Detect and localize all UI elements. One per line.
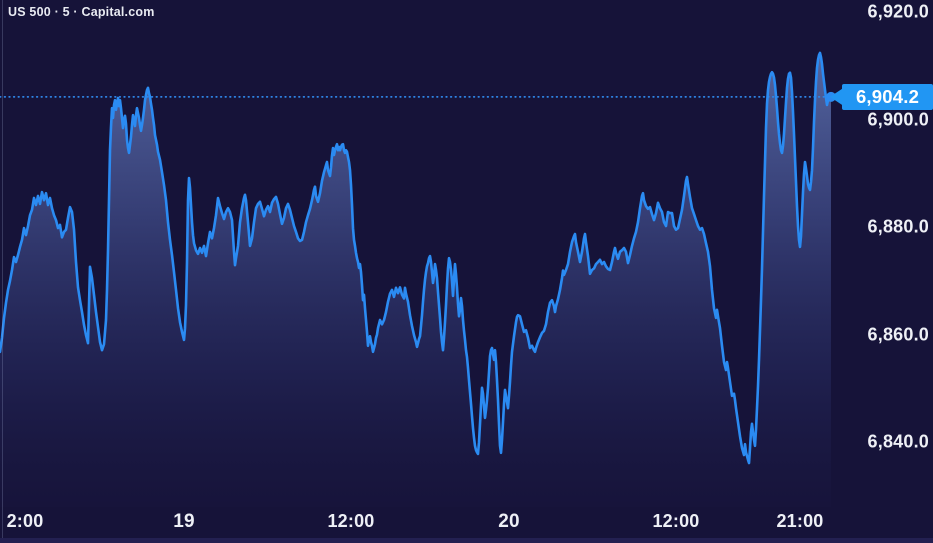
last-price-value: 6,904.2 (855, 86, 920, 107)
last-price-label: 6,904.2 (842, 84, 933, 110)
time-axis-label: 12:00 (652, 511, 700, 531)
left-edge-divider (2, 0, 3, 543)
price-axis-label: 6,860.0 (867, 324, 929, 345)
price-axis-label: 6,900.0 (867, 109, 929, 130)
price-axis-label: 6,880.0 (867, 216, 929, 237)
time-axis-day-label: 20 (498, 511, 520, 532)
chart-legend-title[interactable]: US 500 · 5 · Capital.com (8, 5, 155, 19)
price-axis-label: 6,840.0 (867, 431, 929, 452)
price-axis-label: 6,920.0 (867, 1, 929, 22)
time-axis-label: 2:00 (6, 511, 44, 531)
area-fill (0, 52, 831, 508)
time-axis-label: 12:00 (327, 511, 375, 531)
time-axis-label: 21:00 (776, 511, 824, 531)
bottom-edge-bar (0, 538, 933, 543)
time-axis-day-label: 19 (173, 511, 195, 532)
price-label-arrow-icon (830, 86, 845, 107)
price-line[interactable] (0, 51, 833, 465)
